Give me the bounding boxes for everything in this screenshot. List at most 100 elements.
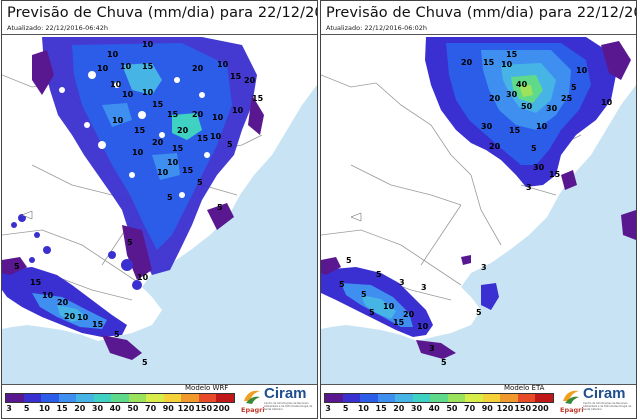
scale-tick: 20 — [74, 404, 86, 413]
svg-text:20: 20 — [403, 310, 415, 319]
svg-text:5: 5 — [476, 308, 482, 317]
svg-text:5: 5 — [114, 330, 120, 339]
scale-tick: 5 — [342, 404, 349, 413]
panel-title: Previsão de Chuva (mm/dia) para 22/12/20… — [7, 5, 318, 21]
scale-swatch — [517, 394, 536, 402]
scale-swatch — [76, 394, 94, 402]
svg-text:5: 5 — [167, 193, 173, 202]
svg-text:50: 50 — [521, 102, 533, 111]
svg-text:10: 10 — [601, 98, 613, 107]
svg-text:3: 3 — [481, 263, 487, 272]
svg-text:10: 10 — [120, 62, 132, 71]
scale-tick: 150 — [514, 404, 532, 413]
svg-text:25: 25 — [561, 94, 573, 103]
scale-swatch — [216, 394, 234, 402]
svg-text:15: 15 — [509, 126, 521, 135]
scale-tick: 50 — [446, 404, 458, 413]
ciram-logo: Ciram Epagri Centro de Informações de Re… — [240, 385, 316, 417]
svg-text:30: 30 — [506, 90, 518, 99]
svg-text:10: 10 — [137, 273, 149, 282]
svg-text:20: 20 — [177, 126, 189, 135]
svg-text:40: 40 — [516, 80, 528, 89]
logo-description: Centro de Informações de Recursos Ambien… — [264, 402, 313, 411]
svg-text:5: 5 — [339, 280, 345, 289]
scale-swatch — [377, 394, 396, 402]
svg-text:10: 10 — [383, 302, 395, 311]
scale-tick: 120 — [177, 404, 195, 413]
svg-text:10: 10 — [536, 122, 548, 131]
scale-swatch — [482, 394, 501, 402]
scale-tick: 30 — [410, 404, 423, 413]
svg-text:5: 5 — [531, 144, 537, 153]
scale-swatch — [41, 394, 59, 402]
scale-swatch — [500, 394, 518, 402]
svg-text:3: 3 — [399, 278, 405, 287]
scale-tick: 40 — [109, 404, 121, 413]
svg-text:30: 30 — [533, 163, 545, 172]
svg-text:5: 5 — [217, 203, 223, 212]
svg-text:15: 15 — [172, 144, 184, 153]
svg-text:5: 5 — [142, 358, 148, 367]
svg-text:10: 10 — [157, 168, 169, 177]
svg-text:10: 10 — [217, 60, 229, 69]
logo-sub: Epagri — [560, 406, 584, 414]
svg-text:15: 15 — [230, 72, 242, 81]
rain-map: 20 15 15 10 10 40 30 50 20 25 30 5 10 30… — [321, 34, 636, 385]
svg-text:10: 10 — [501, 60, 513, 69]
svg-text:30: 30 — [481, 122, 493, 131]
svg-text:15: 15 — [134, 126, 146, 135]
svg-text:15: 15 — [92, 320, 104, 329]
rain-area-north — [425, 37, 631, 190]
svg-text:20: 20 — [489, 142, 501, 151]
svg-text:15: 15 — [152, 100, 164, 109]
svg-text:20: 20 — [64, 312, 76, 321]
scale-tick: 3 — [6, 404, 12, 413]
svg-text:3: 3 — [526, 183, 532, 192]
svg-text:10: 10 — [132, 148, 144, 157]
ciram-logo-icon — [244, 390, 260, 404]
svg-text:5: 5 — [346, 256, 352, 265]
svg-text:15: 15 — [506, 50, 518, 59]
marker-arrow — [350, 212, 362, 222]
svg-text:15: 15 — [549, 170, 561, 179]
scale-tick: 10 — [357, 404, 369, 413]
svg-text:3: 3 — [429, 344, 435, 353]
svg-text:20: 20 — [192, 64, 204, 73]
scale-swatch — [342, 394, 361, 402]
svg-text:20: 20 — [192, 110, 204, 119]
svg-text:15: 15 — [483, 58, 495, 67]
svg-text:10: 10 — [110, 80, 122, 89]
logo-name: Ciram — [583, 385, 626, 402]
marker-arrow — [21, 210, 33, 220]
scale-ticks: 3 5 10 15 20 30 40 50 70 90 120 150 200 — [5, 404, 245, 416]
logo-name: Ciram — [264, 385, 307, 402]
svg-text:5: 5 — [369, 308, 375, 317]
scale-swatch — [360, 394, 378, 402]
scale-ticks: 3 5 10 15 20 30 40 50 70 90 120 150 200 — [324, 404, 564, 416]
svg-text:20: 20 — [461, 58, 473, 67]
scale-tick: 5 — [23, 404, 30, 413]
scale-swatch — [128, 394, 147, 402]
scale-swatch — [535, 394, 553, 402]
svg-text:5: 5 — [227, 140, 233, 149]
scale-swatch — [6, 394, 24, 402]
svg-text:20: 20 — [244, 76, 256, 85]
updated-timestamp: Atualizado: 22/12/2016-06:42h — [7, 24, 109, 32]
scale-tick: 200 — [213, 404, 230, 413]
scale-swatch — [412, 394, 431, 402]
rain-map: 10 10 10 10 15 20 10 15 20 15 10 10 10 1… — [2, 34, 317, 385]
svg-text:20: 20 — [57, 298, 69, 307]
svg-text:10: 10 — [210, 132, 222, 141]
rain-area-north — [32, 37, 264, 280]
rain-cells-mid — [11, 214, 142, 290]
svg-text:5: 5 — [197, 178, 203, 187]
model-label: Modelo ETA — [504, 384, 545, 392]
scale-swatch — [93, 394, 112, 402]
panel-title: Previsão de Chuva (mm/dia) para 22/12/20… — [326, 5, 637, 21]
svg-text:10: 10 — [417, 322, 429, 331]
model-label: Modelo WRF — [185, 384, 229, 392]
svg-text:15: 15 — [167, 110, 179, 119]
scale-swatch — [181, 394, 199, 402]
svg-text:10: 10 — [212, 113, 224, 122]
svg-text:10: 10 — [42, 291, 54, 300]
